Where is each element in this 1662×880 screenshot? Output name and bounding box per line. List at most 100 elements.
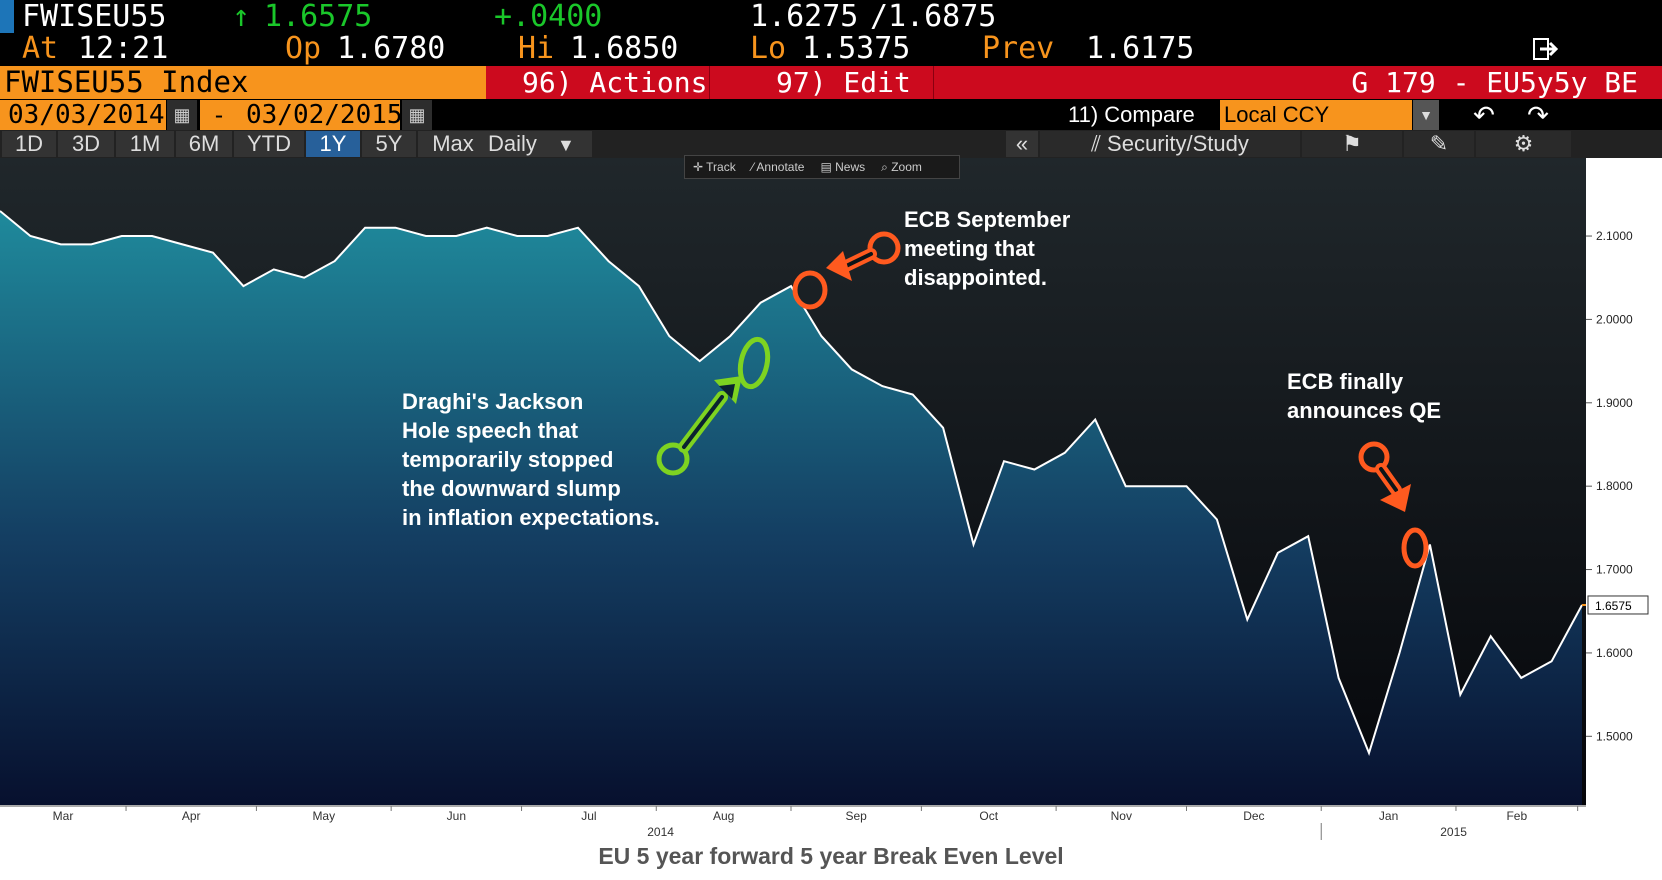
calendar-icon[interactable]: ▦ — [402, 100, 432, 130]
x-month-label: Aug — [713, 809, 734, 823]
x-year-label: 2015 — [1440, 825, 1467, 839]
range-button-3d[interactable]: 3D — [58, 131, 114, 157]
security-marker — [0, 0, 14, 33]
y-axis-panel — [1586, 158, 1662, 805]
high-price: 1.6850 — [570, 31, 679, 66]
y-tick-label: 2.0000 — [1596, 312, 1633, 326]
x-month-label: Oct — [979, 809, 998, 823]
series-line — [0, 210, 1583, 756]
actions-label: 96) Actions — [522, 66, 708, 99]
chevron-down-icon[interactable]: ▼ — [1413, 100, 1439, 130]
range-button-6m[interactable]: 6M — [176, 131, 232, 157]
gear-icon[interactable]: ⚙ — [1476, 131, 1571, 157]
price-chart[interactable]: 2.1000 2.0000 1.9000 1.8000 1.7000 1.6000 1.50… — [0, 158, 1662, 805]
y-tick-label: 1.9000 — [1596, 396, 1633, 410]
range-button-1y[interactable]: 1Y — [306, 131, 360, 157]
redo-icon[interactable]: ↷ — [1527, 100, 1549, 130]
y-tick-label: 2.1000 — [1596, 229, 1633, 243]
x-year-label: 2014 — [647, 825, 674, 839]
frequency-select[interactable]: Daily ▼ — [478, 131, 592, 157]
up-arrow-icon: ↑ — [232, 0, 251, 34]
x-month-label: Dec — [1243, 809, 1264, 823]
zoom-tool[interactable]: ⌕ Zoom — [873, 160, 930, 175]
range-button-ytd[interactable]: YTD — [234, 131, 304, 157]
open-price: 1.6780 — [337, 31, 446, 66]
news-label: News — [835, 160, 866, 174]
low-price: 1.5375 — [802, 31, 911, 66]
jackson-hole-annotation: Draghi's Jackson Hole speech that tempor… — [402, 389, 660, 530]
compare-button[interactable]: 11) Compare — [1068, 102, 1195, 127]
x-month-label: Jun — [447, 809, 466, 823]
track-label: Track — [706, 160, 736, 174]
export-icon[interactable] — [1530, 36, 1560, 62]
security-index-label[interactable]: FWISEU55 Index — [0, 66, 514, 99]
chevron-down-icon: ▼ — [557, 135, 575, 155]
ecb-september-annotation: ECB September meeting that disappointed. — [904, 207, 1071, 290]
quote-header: FWISEU55 ↑ 1.6575 +.0400 1.6275 / 1.6875… — [0, 0, 1662, 66]
currency-select[interactable]: Local CCY — [1220, 100, 1412, 130]
edit-pen-icon[interactable]: ✎ — [1404, 131, 1474, 157]
quote-time: 12:21 — [78, 31, 169, 66]
x-month-label: Feb — [1506, 809, 1527, 823]
pencil-icon: ⁄ — [751, 160, 757, 174]
annotate-label: Annotate — [756, 160, 805, 174]
calendar-icon[interactable]: ▦ — [167, 100, 197, 130]
crosshair-icon: ✛ — [693, 160, 707, 174]
range-button-1m[interactable]: 1M — [116, 131, 174, 157]
end-date-field[interactable]: 03/02/2015 — [238, 100, 403, 130]
track-tool[interactable]: ✛ Track — [685, 160, 744, 174]
x-axis-labels: Mar Apr May Jun Jul Aug Sep Oct Nov Dec Jan Feb 2014… — [0, 805, 1586, 840]
x-axis: Mar Apr May Jun Jul Aug Sep Oct Nov Dec Jan Feb 2014… — [0, 805, 1662, 840]
collapse-icon[interactable]: « — [1006, 131, 1038, 157]
ecb-qe-annotation: ECB finally announces QE — [1287, 369, 1442, 423]
magnifier-icon: ⌕ — [881, 159, 892, 174]
x-month-label: May — [312, 809, 335, 823]
net-change: +.0400 — [494, 0, 603, 34]
x-month-label: Nov — [1111, 809, 1132, 823]
range-button-5y[interactable]: 5Y — [362, 131, 416, 157]
x-month-label: Jul — [581, 809, 596, 823]
flag-icon[interactable]: ⚑ — [1302, 131, 1402, 157]
x-month-label: Jan — [1379, 809, 1398, 823]
date-separator: - — [200, 100, 238, 130]
low-label: Lo — [750, 31, 787, 66]
edit-label: 97) Edit — [776, 66, 911, 99]
open-label: Op — [285, 31, 322, 66]
frequency-label: Daily — [488, 131, 537, 156]
last-value-box — [1587, 595, 1649, 615]
range-button-max[interactable]: Max — [418, 131, 488, 157]
last-value-label: 1.6575 — [1595, 599, 1632, 613]
actions-menu[interactable]: 96) Actions ▾ — [486, 66, 710, 129]
chart-tools-bar: ✛ Track ⁄ Annotate ▤ News ⌕ Zoom — [684, 155, 960, 179]
prev-label: Prev — [982, 31, 1055, 66]
security-study-button[interactable]: ⫽ Security/Study — [1040, 131, 1300, 157]
y-tick-label: 1.6000 — [1596, 646, 1633, 660]
x-month-label: Mar — [53, 809, 74, 823]
zoom-label: Zoom — [891, 159, 922, 174]
start-date-field[interactable]: 03/03/2014 — [0, 100, 166, 130]
ticker-symbol[interactable]: FWISEU55 — [22, 0, 167, 34]
bid-ask-separator: / — [870, 0, 889, 34]
annotate-tool[interactable]: ⁄ Annotate — [744, 160, 813, 174]
study-chart-icon: ⫽ — [1091, 131, 1101, 156]
x-month-label: Sep — [846, 809, 868, 823]
series-area — [0, 211, 1582, 805]
ask-price: 1.6875 — [888, 0, 997, 34]
chart-panel: 2.1000 2.0000 1.9000 1.8000 1.7000 1.6000 1.50… — [0, 158, 1662, 805]
figure-caption: EU 5 year forward 5 year Break Even Leve… — [0, 840, 1662, 880]
high-label: Hi — [518, 31, 555, 66]
prev-close: 1.6175 — [1086, 31, 1195, 66]
bid-price: 1.6275 — [750, 0, 859, 34]
range-button-1d[interactable]: 1D — [2, 131, 56, 157]
edit-menu[interactable]: 97) Edit ▾ — [710, 66, 934, 129]
undo-icon[interactable]: ↶ — [1473, 100, 1495, 130]
y-tick-label: 1.5000 — [1596, 729, 1633, 743]
last-price: 1.6575 — [264, 0, 373, 34]
y-tick-label: 1.8000 — [1596, 479, 1633, 493]
x-month-label: Apr — [182, 809, 201, 823]
news-tool[interactable]: ▤ News — [812, 160, 873, 174]
chart-id: G 179 - EU5y5y BE — [934, 66, 1662, 99]
y-tick-label: 1.7000 — [1596, 563, 1633, 577]
security-study-label: Security/Study — [1107, 131, 1249, 156]
news-icon: ▤ — [820, 160, 836, 174]
